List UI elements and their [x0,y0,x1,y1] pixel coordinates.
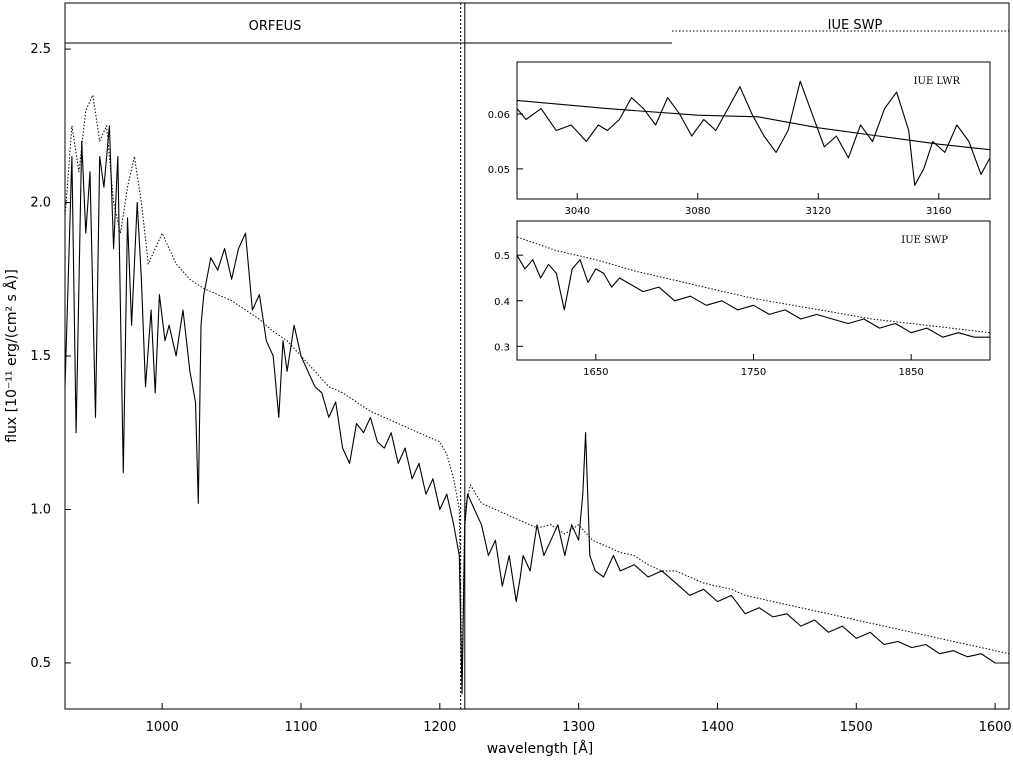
inset-lwr-series-1-line [516,99,991,151]
inset-swp-series-group [516,236,991,338]
x-tick-label: 3080 [685,206,710,217]
main-series-0-line [64,125,1009,695]
x-tick-label: 1750 [741,367,766,378]
inset-lwr-ticks: 3040 3080 3120 3160 0.05 0.06 [488,110,952,217]
x-tick-label: 1650 [583,367,608,378]
x-tick-label: 1850 [898,367,923,378]
inset-lwr-series-group [516,80,991,186]
main-series-1-line [64,94,1010,679]
y-tick-label: 0.3 [494,342,510,353]
y-tick-label: 0.5 [494,251,510,262]
y-tick-label: 1.5 [30,349,51,364]
y-tick-label: 2.0 [30,196,51,211]
y-tick-label: 1.0 [30,502,51,517]
panel-label-orfeus: ORFEUS [249,19,302,34]
x-tick-label: 1300 [562,720,595,735]
x-tick-label: 1200 [423,720,456,735]
y-tick-label: 0.5 [30,656,51,671]
x-axis-title: wavelength [Å] [487,740,594,757]
x-tick-label: 1600 [979,720,1012,735]
y-tick-label: 0.4 [494,297,510,308]
inset-swp-series-1-line [516,236,991,334]
inset-swp-series-0-line [516,254,990,338]
y-axis-title: flux [10⁻¹¹ erg/(cm² s Å)] [3,269,20,443]
x-tick-label: 3160 [926,206,951,217]
main-series-group [64,94,1010,695]
main-axis-ticks: 1000 1100 1200 1300 1400 1500 1600 0.5 1.0 1.5 2.0… [30,42,1011,735]
panel-label-iue-swp: IUE SWP [828,18,883,33]
x-tick-label: 3040 [565,206,590,217]
inset-lwr-frame [516,61,991,200]
inset-swp-frame [516,220,991,361]
y-tick-label: 2.5 [30,42,51,57]
y-tick-label: 0.05 [488,165,510,176]
inset-lwr-series-0-line [516,80,991,186]
lyman-alpha-markers [460,3,466,709]
inset-swp-title: IUE SWP [901,235,948,246]
inset-lwr-title: IUE LWR [914,76,961,87]
inset-swp-ticks: 1650 1750 1850 0.3 0.4 0.5 [494,251,924,378]
x-tick-label: 1000 [146,720,179,735]
x-tick-label: 1400 [701,720,734,735]
x-tick-label: 3120 [806,206,831,217]
x-tick-label: 1500 [840,720,873,735]
y-tick-label: 0.06 [488,110,510,121]
x-tick-label: 1100 [284,720,317,735]
